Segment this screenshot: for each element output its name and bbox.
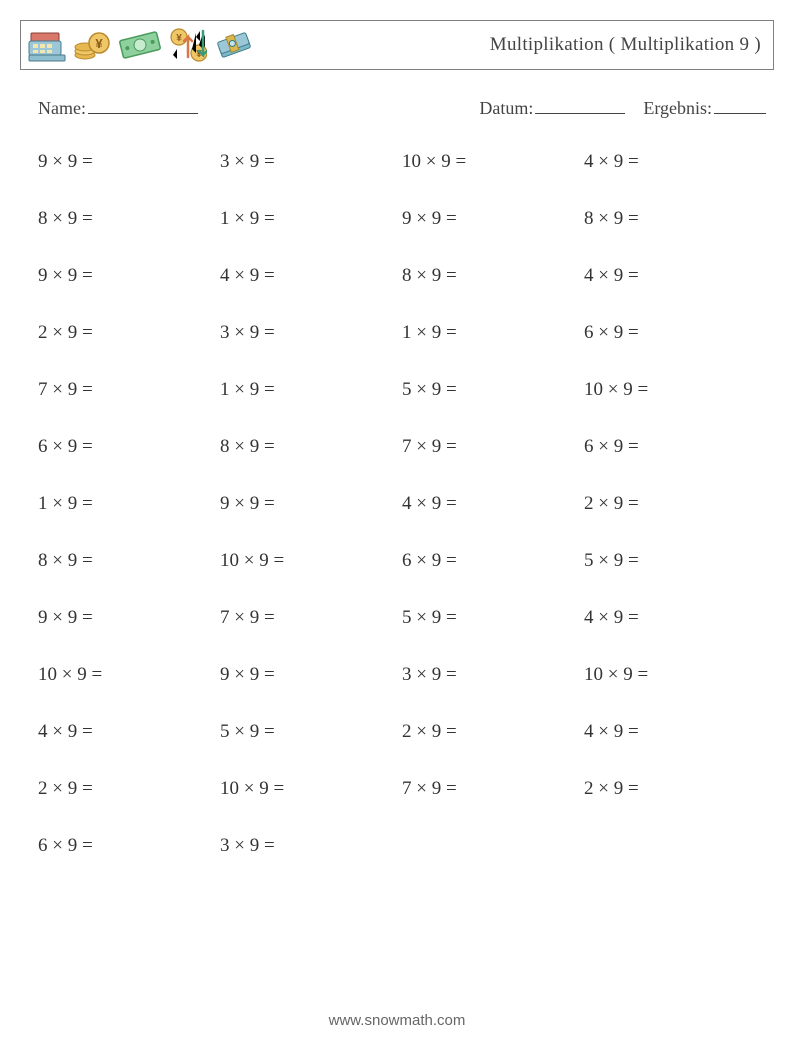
problem-cell: 8 × 9 = — [38, 208, 220, 230]
problem-cell: 3 × 9 = — [220, 835, 402, 857]
problem-cell: 3 × 9 = — [220, 151, 402, 173]
name-label: Name: — [38, 98, 86, 118]
problem-cell: 9 × 9 = — [38, 151, 220, 173]
problem-cell: 8 × 9 = — [402, 265, 584, 287]
problem-cell: 1 × 9 = — [402, 322, 584, 344]
problem-cell: 10 × 9 = — [402, 151, 584, 173]
problem-cell: 4 × 9 = — [220, 265, 402, 287]
coin-stack-icon: ¥ — [73, 27, 111, 63]
coin-arrows-icon: ¥ ¥ — [169, 27, 207, 63]
problem-cell: 7 × 9 = — [38, 379, 220, 401]
date-blank[interactable] — [535, 99, 625, 114]
result-field: Ergebnis: — [643, 98, 766, 119]
worksheet-page: ¥ ¥ ¥ — [0, 0, 794, 1053]
problem-cell: 4 × 9 = — [38, 721, 220, 743]
problem-cell: 5 × 9 = — [402, 379, 584, 401]
problem-cell: 6 × 9 = — [584, 436, 766, 458]
date-label: Datum: — [479, 98, 533, 118]
problem-cell: 2 × 9 = — [402, 721, 584, 743]
problem-cell: 1 × 9 = — [220, 379, 402, 401]
problem-cell: 2 × 9 = — [38, 778, 220, 800]
problem-cell: 8 × 9 = — [38, 550, 220, 572]
problem-cell: 9 × 9 = — [38, 607, 220, 629]
problem-cell: 10 × 9 = — [584, 664, 766, 686]
date-field: Datum: — [479, 98, 625, 119]
problem-cell: 9 × 9 = — [220, 664, 402, 686]
problem-cell: 5 × 9 = — [402, 607, 584, 629]
problem-cell: 5 × 9 = — [584, 550, 766, 572]
problem-grid: 9 × 9 =3 × 9 =10 × 9 =4 × 9 =8 × 9 =1 × … — [20, 151, 774, 857]
problem-cell: 10 × 9 = — [584, 379, 766, 401]
money-bundle-icon — [213, 27, 255, 63]
problem-cell: 7 × 9 = — [220, 607, 402, 629]
name-blank[interactable] — [88, 99, 198, 114]
cash-register-icon — [27, 27, 67, 63]
svg-text:¥: ¥ — [95, 36, 103, 51]
problem-cell: 6 × 9 = — [38, 835, 220, 857]
problem-cell: 7 × 9 = — [402, 778, 584, 800]
problem-cell: 9 × 9 = — [38, 265, 220, 287]
problem-cell: 2 × 9 = — [584, 493, 766, 515]
name-field: Name: — [38, 98, 198, 119]
problem-cell: 10 × 9 = — [220, 778, 402, 800]
problem-cell: 6 × 9 = — [38, 436, 220, 458]
problem-cell: 6 × 9 = — [402, 550, 584, 572]
problem-cell: 1 × 9 = — [38, 493, 220, 515]
problem-cell: 4 × 9 = — [402, 493, 584, 515]
banknote-icon — [117, 27, 163, 63]
problem-cell: 7 × 9 = — [402, 436, 584, 458]
header-box: ¥ ¥ ¥ — [20, 20, 774, 70]
problem-cell: 10 × 9 = — [38, 664, 220, 686]
problem-cell: 9 × 9 = — [402, 208, 584, 230]
meta-row: Name: Datum: Ergebnis: — [20, 98, 774, 119]
problem-cell: 4 × 9 = — [584, 721, 766, 743]
problem-cell: 6 × 9 = — [584, 322, 766, 344]
problem-cell: 10 × 9 = — [220, 550, 402, 572]
problem-cell: 4 × 9 = — [584, 607, 766, 629]
problem-cell: 1 × 9 = — [220, 208, 402, 230]
problem-cell: 3 × 9 = — [402, 664, 584, 686]
problem-cell: 2 × 9 = — [584, 778, 766, 800]
problem-cell: 2 × 9 = — [38, 322, 220, 344]
result-label: Ergebnis: — [643, 98, 712, 118]
problem-cell: 9 × 9 = — [220, 493, 402, 515]
problem-cell: 4 × 9 = — [584, 151, 766, 173]
problem-cell: 5 × 9 = — [220, 721, 402, 743]
svg-text:¥: ¥ — [176, 33, 182, 44]
problem-cell: 8 × 9 = — [220, 436, 402, 458]
result-blank[interactable] — [714, 99, 766, 114]
header-icons: ¥ ¥ ¥ — [27, 27, 255, 63]
problem-cell: 3 × 9 = — [220, 322, 402, 344]
problem-cell: 4 × 9 = — [584, 265, 766, 287]
footer-url: www.snowmath.com — [0, 1012, 794, 1029]
worksheet-title: Multiplikation ( Multiplikation 9 ) — [490, 34, 761, 56]
problem-cell: 8 × 9 = — [584, 208, 766, 230]
meta-right: Datum: Ergebnis: — [479, 98, 766, 119]
